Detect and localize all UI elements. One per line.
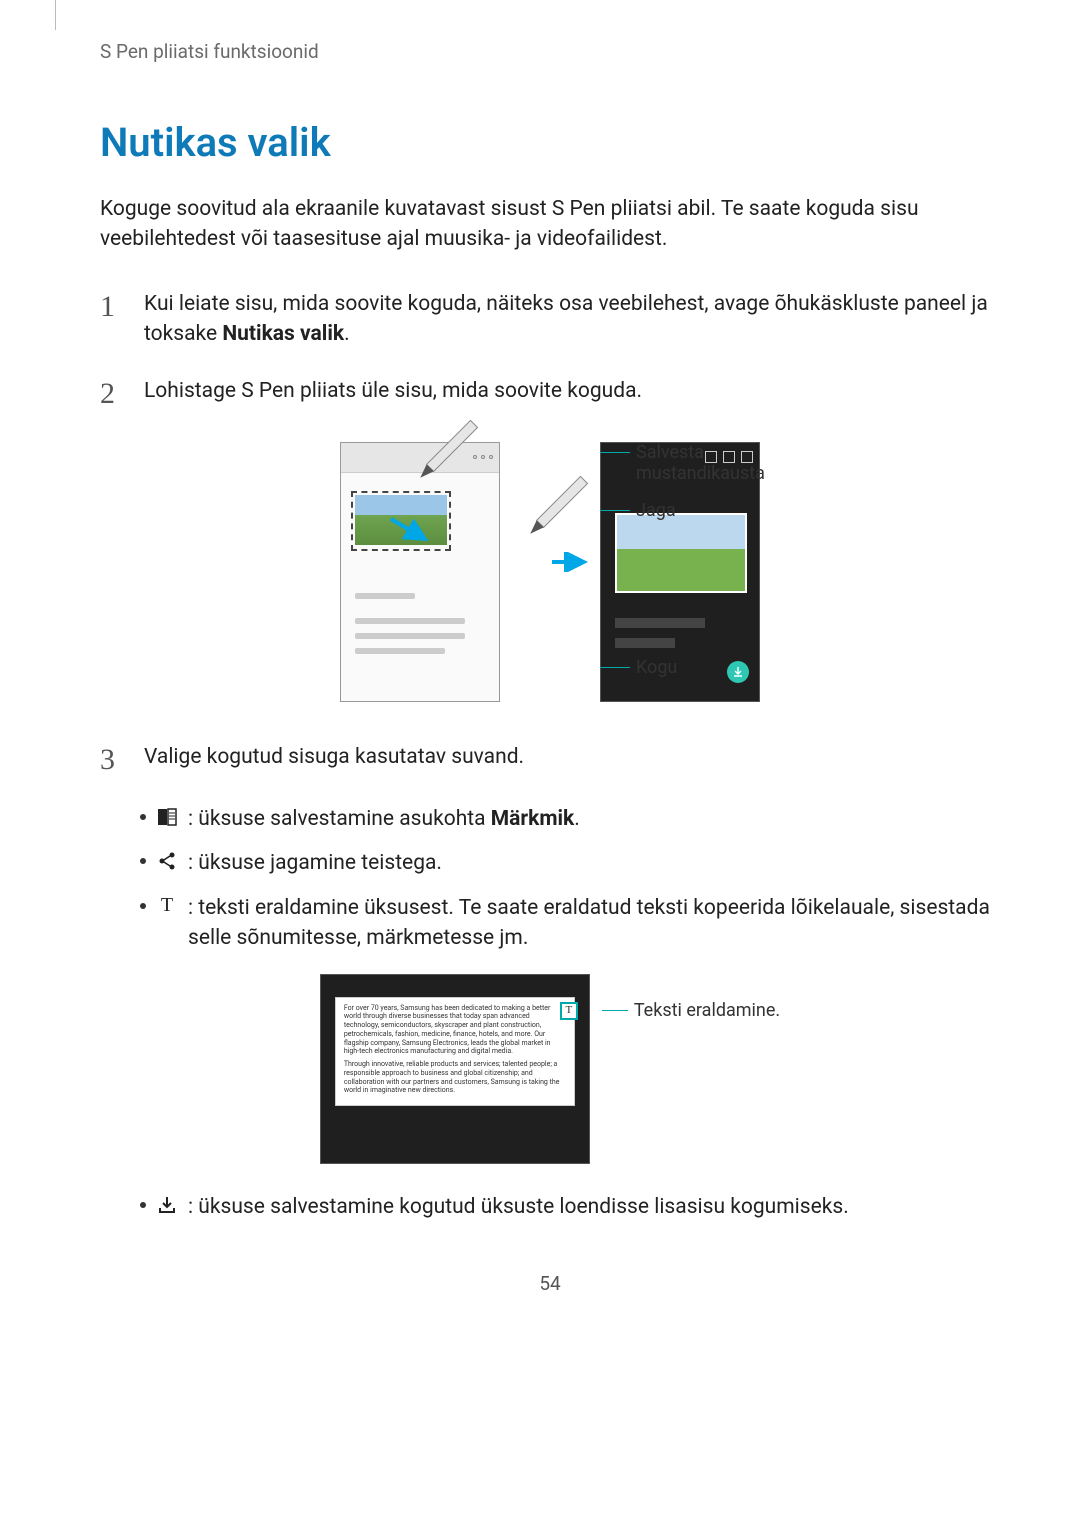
step-body: Kui leiate sisu, mida soovite koguda, nä…: [144, 289, 1000, 350]
text-extract-label: Teksti eraldamine.: [634, 1000, 780, 1021]
option-list: : üksuse salvestamine asukohta Märkmik. …: [140, 804, 1000, 954]
illustration-text-extract: T For over 70 years, Samsung has been de…: [100, 974, 1000, 1164]
scrapbook-icon: [156, 806, 178, 828]
text-extract-panel: T For over 70 years, Samsung has been de…: [320, 974, 590, 1164]
text-extract-callout: Teksti eraldamine.: [602, 1000, 780, 1021]
opt-download-text: : üksuse salvestamine kogutud üksuste lo…: [188, 1192, 1000, 1222]
step-number: 3: [100, 742, 124, 778]
step-2: 2 Lohistage S Pen pliiats üle sisu, mida…: [100, 376, 1000, 412]
extracted-text-box: T For over 70 years, Samsung has been de…: [335, 997, 575, 1107]
page-title: Nutikas valik: [100, 119, 1000, 166]
arrow-right-icon: [550, 552, 590, 572]
intro-paragraph: Koguge soovitud ala ekraanile kuvatavast…: [100, 194, 1000, 255]
callout-save: Salvesta mustandikausta: [636, 442, 786, 484]
opt-scrap-a: : üksuse salvestamine asukohta: [188, 807, 491, 831]
step-3: 3 Valige kogutud sisuga kasutatav suvand…: [100, 742, 1000, 778]
text-extract-button: T: [560, 1002, 578, 1020]
step-number: 2: [100, 376, 124, 412]
option-list-2: : üksuse salvestamine kogutud üksuste lo…: [140, 1192, 1000, 1222]
option-download: : üksuse salvestamine kogutud üksuste lo…: [140, 1192, 1000, 1222]
sample-para-1: For over 70 years, Samsung has been dedi…: [344, 1004, 566, 1057]
step-body: Lohistage S Pen pliiats üle sisu, mida s…: [144, 376, 1000, 412]
download-icon: [156, 1194, 178, 1216]
opt-scrap-b: Märkmik: [491, 807, 575, 831]
opt-scrap-c: .: [574, 807, 580, 831]
step-number: 1: [100, 289, 124, 350]
margin-rule: [55, 0, 56, 30]
drag-arrow-icon: [387, 515, 431, 543]
step-body: Valige kogutud sisuga kasutatav suvand.: [144, 742, 1000, 778]
callout-share: Jaga: [636, 500, 676, 521]
device-light: [340, 442, 500, 702]
opt-share-text: : üksuse jagamine teistega.: [188, 848, 1000, 878]
step1-bold: Nutikas valik: [222, 322, 344, 346]
sample-para-2: Through innovative, reliable products an…: [344, 1060, 566, 1095]
illustration-drag: Salvesta mustandikausta Jaga Kogu: [100, 442, 1000, 702]
opt-text-text: : teksti eraldamine üksusest. Te saate e…: [188, 893, 1000, 954]
running-head: S Pen pliiatsi funktsioonid: [100, 40, 1000, 63]
callouts: Salvesta mustandikausta Jaga Kogu: [600, 442, 786, 686]
page-number: 54: [100, 1272, 1000, 1295]
share-icon: [156, 850, 178, 872]
option-share: : üksuse jagamine teistega.: [140, 848, 1000, 878]
stylus-icon: [510, 464, 600, 554]
step1-text-c: .: [344, 322, 350, 346]
step-1: 1 Kui leiate sisu, mida soovite koguda, …: [100, 289, 1000, 350]
callout-collect: Kogu: [636, 657, 677, 678]
option-text-extract: T : teksti eraldamine üksusest. Te saate…: [140, 893, 1000, 954]
option-scrapbook: : üksuse salvestamine asukohta Märkmik.: [140, 804, 1000, 834]
text-icon: T: [156, 895, 178, 917]
